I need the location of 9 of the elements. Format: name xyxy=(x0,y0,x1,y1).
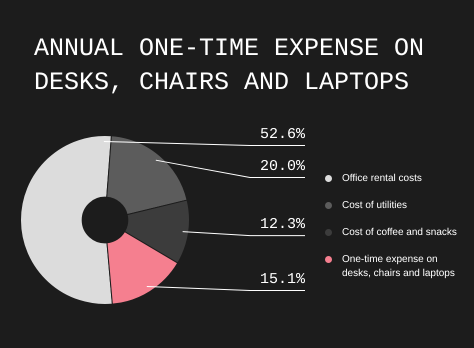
legend-label: One-time expense on desks, chairs and laptops xyxy=(342,253,456,281)
chart-title: ANNUAL ONE-TIME EXPENSE ON DESKS, CHAIRS AND LAPTOPS xyxy=(34,33,426,99)
legend-label: Cost of coffee and snacks xyxy=(342,226,457,240)
data-label: 52.6% xyxy=(260,126,306,143)
data-label: 15.1% xyxy=(260,270,306,288)
legend-label: Office rental costs xyxy=(342,172,422,186)
legend-label: Cost of utilities xyxy=(342,199,408,213)
data-label: 12.3% xyxy=(260,216,306,234)
data-label: 20.0% xyxy=(260,158,306,175)
